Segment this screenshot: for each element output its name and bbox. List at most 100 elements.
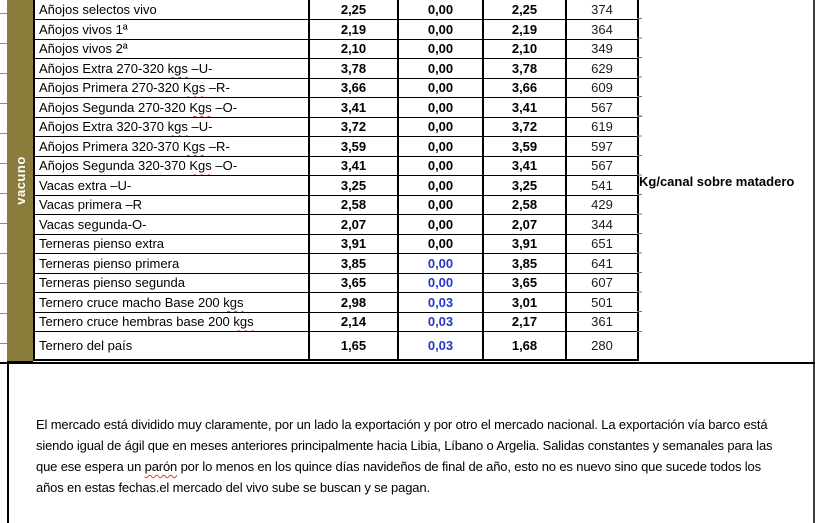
product-cell: Terneras pienso segunda: [33, 272, 310, 293]
product-cell: Añojos Segunda 270-320 Kgs –O-: [33, 97, 310, 118]
diff-cell: 0,00: [397, 136, 484, 157]
weight-cell: 641: [565, 253, 639, 274]
left-ruler-strip: [0, 13, 7, 345]
diff-cell: 0,00: [397, 19, 484, 40]
price-cell: 3,85: [308, 253, 399, 274]
product-cell: Vacas extra –U-: [33, 175, 310, 196]
product-cell: Añojos Primera 270-320 Kgs –R-: [33, 77, 310, 98]
weight-cell: 597: [565, 136, 639, 157]
category-label: vacuno: [12, 156, 28, 205]
table-row: Añojos Extra 320-370 kgs –U- 3,72 0,00 3,72…: [33, 116, 639, 137]
comment-line: siendo igual de ágil que en meses anteri…: [36, 438, 773, 453]
price-cell: 2,19: [308, 19, 399, 40]
kg-note: Kg/canal sobre matadero: [639, 174, 795, 189]
price2-cell: 3,01: [482, 292, 567, 313]
weight-cell: 567: [565, 97, 639, 118]
price2-cell: 3,65: [482, 272, 567, 293]
table-row: Vacas segunda-O- 2,07 0,00 2,07 344: [33, 214, 639, 235]
table-row: Añojos Primera 270-320 Kgs –R- 3,66 0,00 3,…: [33, 77, 639, 98]
price-cell: 3,25: [308, 175, 399, 196]
table-row: Terneras pienso primera 3,85 0,00 3,85 641: [33, 253, 639, 274]
diff-cell: 0,00: [397, 214, 484, 235]
row-ticks: [637, 18, 642, 335]
weight-cell: 364: [565, 19, 639, 40]
misspelled-word: Kgs: [182, 138, 206, 154]
price2-cell: 3,41: [482, 155, 567, 176]
weight-cell: 361: [565, 311, 639, 332]
misspelled-word: Kgs: [182, 80, 206, 96]
product-cell: Añojos vivos 2ª: [33, 38, 310, 59]
weight-cell: 501: [565, 292, 639, 313]
weight-cell: 344: [565, 214, 639, 235]
weight-cell: 280: [565, 331, 639, 361]
price-cell: 1,65: [308, 331, 399, 361]
misspelled-word: Kgs: [189, 158, 212, 174]
price-cell: 3,59: [308, 136, 399, 157]
weight-cell: 374: [565, 0, 639, 20]
price-cell: 3,66: [308, 77, 399, 98]
table-row: Añojos vivos 1ª 2,19 0,00 2,19 364: [33, 19, 639, 40]
price2-cell: 3,72: [482, 116, 567, 137]
diff-cell: 0,03: [397, 331, 484, 361]
table-row: Añojos Primera 320-370 Kgs –R- 3,59 0,00 3,…: [33, 136, 639, 157]
comment-box-top-border: [0, 362, 815, 364]
right-page-border: [813, 0, 815, 523]
price2-cell: 2,07: [482, 214, 567, 235]
price2-cell: 3,59: [482, 136, 567, 157]
weight-cell: 429: [565, 194, 639, 215]
table-row: Añojos Segunda 320-370 Kgs –O- 3,41 0,00 3,…: [33, 155, 639, 176]
diff-cell: 0,00: [397, 233, 484, 254]
product-cell: Añojos Extra 270-320 kgs –U-: [33, 58, 310, 79]
weight-cell: 567: [565, 155, 639, 176]
product-cell: Ternero cruce macho Base 200 kgs: [33, 292, 310, 313]
weight-cell: 607: [565, 272, 639, 293]
price2-cell: 3,85: [482, 253, 567, 274]
table-row: Añojos Segunda 270-320 Kgs –O- 3,41 0,00 3,…: [33, 97, 639, 118]
product-cell: Añojos vivos 1ª: [33, 19, 310, 40]
price2-cell: 3,91: [482, 233, 567, 254]
price-cell: 2,10: [308, 38, 399, 59]
misspelled-word: kgs: [167, 119, 188, 135]
product-cell: Vacas segunda-O-: [33, 214, 310, 235]
price-cell: 3,41: [308, 155, 399, 176]
diff-cell: 0,00: [397, 116, 484, 137]
table-row: Añojos Extra 270-320 kgs –U- 3,78 0,00 3,78…: [33, 58, 639, 79]
price-cell: 2,14: [308, 311, 399, 332]
product-cell: Añojos Segunda 320-370 Kgs –O-: [33, 155, 310, 176]
price-cell: 2,58: [308, 194, 399, 215]
diff-cell: 0,00: [397, 38, 484, 59]
comment-box-left-border: [7, 364, 9, 523]
price-cell: 2,25: [308, 0, 399, 20]
price-cell: 3,72: [308, 116, 399, 137]
product-cell: Vacas primera –R: [33, 194, 310, 215]
misspelled-word: Kgs: [189, 99, 212, 115]
diff-cell: 0,03: [397, 311, 484, 332]
product-cell: Añojos Extra 320-370 kgs –U-: [33, 116, 310, 137]
comment-line: que ese espera un parón por lo menos en …: [36, 459, 761, 474]
product-cell: Ternero del país: [33, 331, 310, 361]
comment-line: El mercado está dividido muy claramente,…: [36, 417, 768, 432]
diff-cell: 0,00: [397, 0, 484, 20]
price2-cell: 3,41: [482, 97, 567, 118]
diff-cell: 0,00: [397, 253, 484, 274]
price2-cell: 2,58: [482, 194, 567, 215]
weight-cell: 609: [565, 77, 639, 98]
diff-cell: 0,00: [397, 175, 484, 196]
diff-cell: 0,00: [397, 272, 484, 293]
misspelled-word: kgs: [223, 294, 244, 310]
price2-cell: 3,78: [482, 58, 567, 79]
market-comment: El mercado está dividido muy claramente,…: [36, 414, 808, 498]
product-cell: Terneras pienso extra: [33, 233, 310, 254]
price2-cell: 2,25: [482, 0, 567, 20]
product-cell: Añojos Primera 320-370 Kgs –R-: [33, 136, 310, 157]
price2-cell: 2,10: [482, 38, 567, 59]
table-row: Ternero cruce hembras base 200 kgs 2,14 0,…: [33, 311, 639, 332]
price2-cell: 3,66: [482, 77, 567, 98]
table-row: Añojos vivos 2ª 2,10 0,00 2,10 349: [33, 38, 639, 59]
price-cell: 2,07: [308, 214, 399, 235]
category-column: vacuno: [7, 0, 33, 363]
product-cell: Añojos selectos vivo: [33, 0, 310, 20]
price-cell: 3,65: [308, 272, 399, 293]
misspelled-word: parón: [144, 459, 178, 474]
